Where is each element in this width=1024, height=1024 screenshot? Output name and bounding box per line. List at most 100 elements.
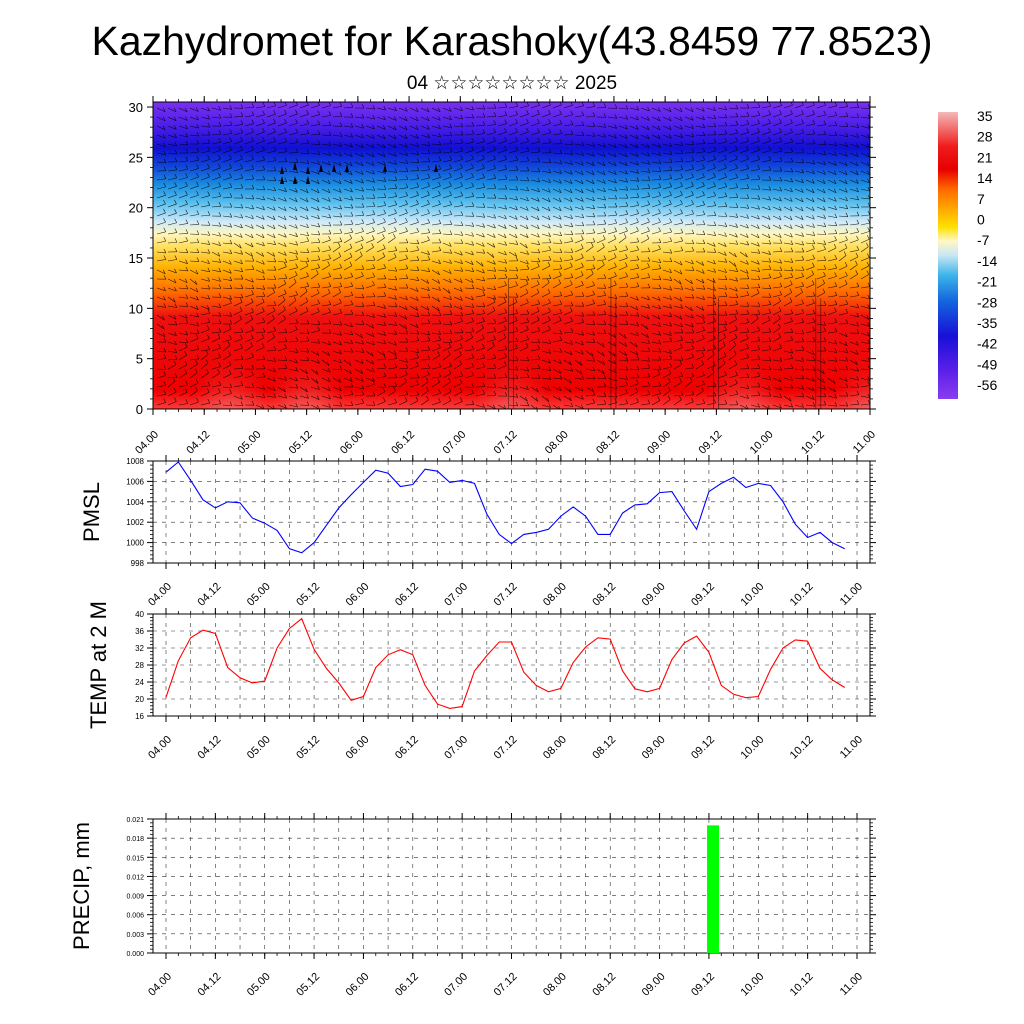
- colorbar-label: 28: [977, 129, 993, 145]
- wind-flag: [332, 164, 336, 172]
- x-tick-label: 08.00: [543, 429, 571, 457]
- y-tick-label: 1006: [126, 477, 144, 486]
- y-tick-label: 40: [135, 610, 144, 619]
- x-tick-label: 08.12: [590, 734, 618, 762]
- x-tick-label: 05.12: [294, 734, 322, 762]
- x-tick-label: 06.00: [344, 581, 372, 609]
- y-tick-label: 24: [135, 678, 144, 687]
- x-tick-label: 06.00: [344, 971, 372, 999]
- x-tick-label: 09.12: [689, 971, 717, 999]
- colorbar-label: -35: [977, 315, 997, 331]
- colorbar: 35 28 21 14 7 0 -7 -14 -21 -28 -35 -42 -49 -56: [938, 108, 997, 399]
- x-tick-label: 04.00: [146, 971, 174, 999]
- y-tick-label: 0.003: [126, 932, 144, 939]
- x-tick-label: 10.00: [738, 971, 766, 999]
- wind-flag: [293, 162, 297, 170]
- x-tick-label: 06.00: [344, 734, 372, 762]
- x-tick-label: 05.12: [294, 971, 322, 999]
- wind-flag: [434, 164, 438, 172]
- colorbar-label: 7: [977, 191, 985, 207]
- chart-subtitle: 04 ☆☆☆☆☆☆☆☆ 2025: [406, 73, 618, 94]
- series-line: [165, 461, 845, 554]
- x-tick-label: 10.00: [748, 429, 776, 457]
- y-tick-label: 20: [129, 201, 143, 216]
- x-tick-label: 08.12: [590, 581, 618, 609]
- y-tick-label: 998: [131, 559, 145, 568]
- wind-flag: [383, 164, 387, 172]
- precip-panel: 0.000 0.003 0.006 0.009 0.012 0.015 0.018 0.021…: [69, 813, 876, 999]
- colorbar-label: -21: [977, 274, 997, 290]
- colorbar-label: -56: [977, 377, 997, 393]
- colorbar-label: -14: [977, 253, 997, 269]
- x-tick-label: 08.00: [541, 581, 569, 609]
- wind-flag: [306, 176, 310, 184]
- panel-frame: [152, 613, 871, 717]
- y-tick-label: 1000: [126, 539, 144, 548]
- grid: [153, 461, 870, 563]
- y-tick-label: 1002: [126, 518, 144, 527]
- y-tick-label: 0: [136, 402, 143, 417]
- x-tick-label: 10.12: [788, 734, 816, 762]
- x-tick-label: 09.00: [645, 429, 673, 457]
- y-tick-label: 0.015: [126, 855, 144, 862]
- chart-title: Kazhydromet for Karashoky(43.8459 77.852…: [91, 18, 933, 64]
- colorbar-label: -7: [977, 232, 990, 248]
- x-tick-label: 05.00: [245, 734, 273, 762]
- x-tick-label: 09.00: [640, 581, 668, 609]
- warm-dome: [477, 334, 546, 409]
- x-tick-label: 06.12: [393, 734, 421, 762]
- y-tick-label: 0.006: [126, 913, 144, 920]
- x-tick-label: 09.00: [640, 734, 668, 762]
- x-tick-label: 07.00: [440, 429, 468, 457]
- x-tick-label: 05.00: [245, 971, 273, 999]
- y-axis-label: TEMP at 2 M: [86, 601, 111, 729]
- colorbar-label: -42: [977, 336, 997, 352]
- y-tick-label: 5: [136, 352, 143, 367]
- y-tick-label: 0.012: [126, 874, 144, 881]
- x-tick-label: 08.00: [541, 734, 569, 762]
- x-tick-label: 05.12: [294, 581, 322, 609]
- pmsl-panel: 998 1000 1002 1004 1006 1008 04.00 04.12 05.00 05…: [79, 455, 876, 609]
- x-tick-label: 05.00: [245, 581, 273, 609]
- x-tick-label: 05.00: [236, 429, 264, 457]
- temp-panel: 16 20 24 28 32 36 40 04.00 04.12 05.00 05.12 06.00 0…: [86, 601, 876, 762]
- colorbar-label: 0: [977, 212, 985, 228]
- x-tick-label: 04.12: [184, 429, 212, 457]
- series-line: [165, 617, 845, 709]
- wind-flag: [293, 176, 297, 184]
- x-tick-label: 04.12: [196, 581, 224, 609]
- x-tick-label: 09.12: [697, 429, 725, 457]
- x-tick-label: 04.00: [133, 429, 161, 457]
- x-tick-label: 10.12: [799, 429, 827, 457]
- precip-bar: [707, 825, 720, 953]
- y-tick-label: 32: [135, 644, 144, 653]
- y-tick-label: 0.018: [126, 836, 144, 843]
- y-tick-label: 0.021: [126, 817, 144, 824]
- x-tick-label: 11.00: [851, 429, 878, 456]
- x-tick-label: 07.12: [492, 429, 520, 457]
- colorbar-gradient: [938, 112, 958, 399]
- y-tick-label: 16: [135, 712, 144, 721]
- cross-section-panel: 0 5 10 15 20 25 30 04.00 04.12 05.00 05.12 06.00 06.…: [129, 96, 878, 457]
- y-tick-label: 15: [129, 251, 143, 266]
- y-tick-label: 36: [135, 627, 144, 636]
- x-tick-label: 07.12: [492, 581, 520, 609]
- y-tick-label: 20: [135, 695, 144, 704]
- x-tick-label: 06.12: [393, 971, 421, 999]
- wind-flag: [280, 166, 284, 174]
- wind-flag: [319, 164, 323, 172]
- wind-barbs: [156, 102, 870, 409]
- x-tick-label: 11.00: [838, 734, 865, 761]
- wind-flag: [280, 176, 284, 184]
- y-tick-label: 0.000: [126, 951, 144, 958]
- y-tick-label: 1008: [126, 457, 144, 466]
- y-tick-label: 28: [135, 661, 144, 670]
- colorbar-label: 21: [977, 149, 993, 165]
- colorbar-label: -49: [977, 356, 997, 372]
- grid: [153, 819, 870, 953]
- x-tick-label: 07.12: [492, 971, 520, 999]
- x-tick-label: 10.12: [788, 581, 816, 609]
- x-tick-label: 04.12: [196, 971, 224, 999]
- x-tick-label: 08.12: [594, 429, 622, 457]
